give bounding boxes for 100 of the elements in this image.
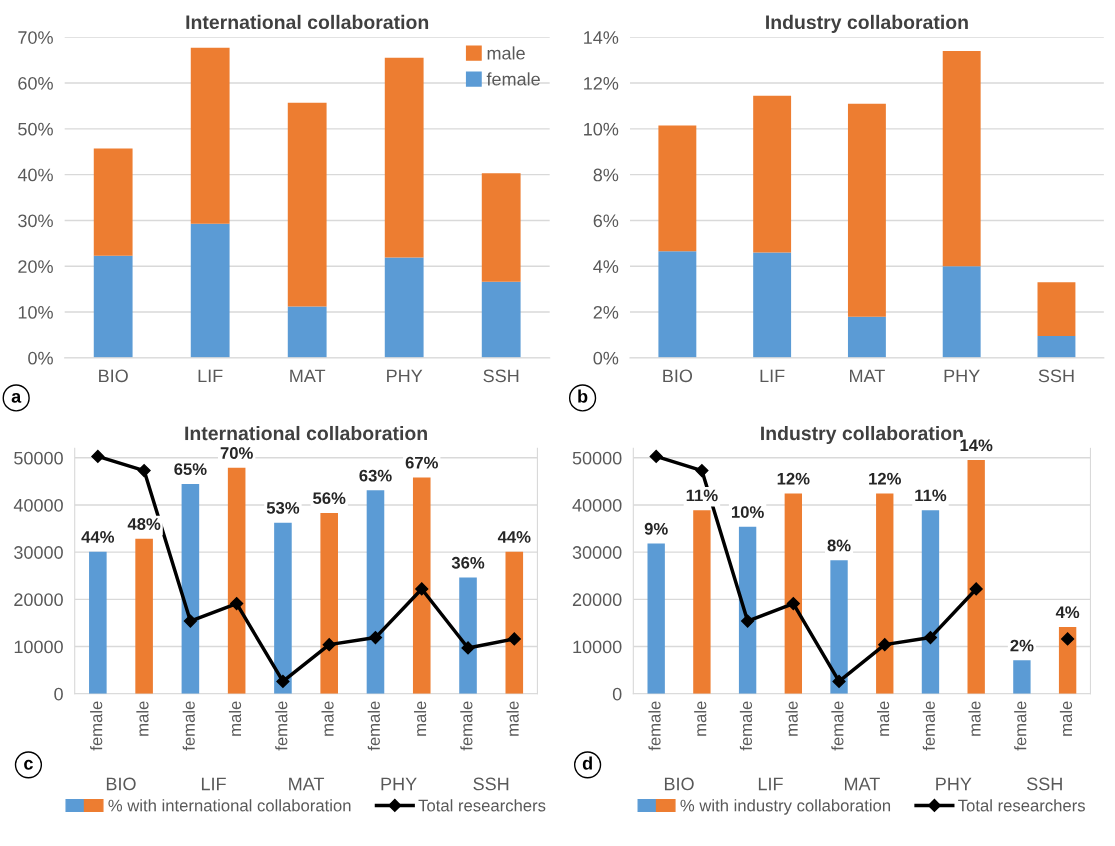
point <box>832 674 846 689</box>
y-tick-label: 60% <box>18 76 53 90</box>
bar <box>366 490 385 694</box>
bar <box>190 47 230 224</box>
y-tick-label: 0% <box>28 351 53 365</box>
data-label: 11% <box>915 489 947 502</box>
y-tick-label: 50% <box>18 122 53 136</box>
point <box>91 449 105 463</box>
x-tick-label: male <box>1059 701 1073 736</box>
text: PHY <box>936 777 972 791</box>
text: SSH <box>473 777 509 791</box>
bar <box>921 510 940 694</box>
bar <box>942 50 981 267</box>
legend-label: Total researchers <box>958 799 1085 812</box>
data-label: 44% <box>497 531 531 543</box>
x-tick-label: female <box>460 701 473 751</box>
text: BIO <box>106 777 136 791</box>
y-tick-label: 4% <box>593 260 619 273</box>
bar <box>1058 626 1077 694</box>
legend-label: % with international collaboration <box>108 799 351 812</box>
bar <box>287 306 327 358</box>
point <box>183 614 197 628</box>
point <box>461 641 475 655</box>
x-tick-label: male <box>968 701 981 736</box>
text: LIF <box>201 777 226 791</box>
text: PHY <box>381 777 417 791</box>
x-tick-label: male <box>506 701 519 736</box>
x-tick-label: SSH <box>483 369 519 383</box>
y-tick-label: 50000 <box>572 451 622 465</box>
legend-label: Total researchers <box>418 799 546 812</box>
legend-label: % with industry collaboration <box>680 799 891 815</box>
x-tick-label: BIO <box>99 369 128 383</box>
bar <box>658 251 697 358</box>
bar <box>412 477 431 694</box>
y-tick-label: 0% <box>593 351 619 365</box>
y-tick-label: 6% <box>593 214 619 228</box>
text: a <box>11 392 22 403</box>
bar <box>658 125 697 252</box>
y-tick-label: 2% <box>593 305 619 319</box>
y-tick-label: 10000 <box>14 640 63 654</box>
bar <box>89 551 107 694</box>
y-tick-label: 0 <box>54 687 63 701</box>
x-tick-label: female <box>90 701 103 751</box>
y-tick-label: 14% <box>584 31 619 44</box>
bar <box>287 102 327 307</box>
y-tick-label: 10% <box>18 305 53 319</box>
point <box>741 614 755 628</box>
x-tick-label: male <box>136 701 149 736</box>
x-tick-label: female <box>739 701 753 751</box>
x-tick-label: male <box>876 701 890 736</box>
bar <box>505 551 524 694</box>
bar <box>135 538 153 694</box>
point <box>923 630 938 645</box>
y-tick-label: 20000 <box>14 593 63 607</box>
point <box>695 463 709 478</box>
x-tick-label: LIF <box>198 369 223 383</box>
x-tick-label: BIO <box>663 369 693 383</box>
text: SSH <box>1027 777 1062 791</box>
bar <box>1037 282 1076 337</box>
bar <box>693 510 711 694</box>
bar <box>847 316 886 358</box>
legend-label: female <box>486 72 540 86</box>
data-label: 48% <box>127 518 161 530</box>
data-label: 14% <box>960 439 993 452</box>
bar <box>738 526 757 694</box>
chart-title: International collaboration <box>185 425 427 441</box>
data-label: 44% <box>81 531 115 543</box>
text: BIO <box>664 777 694 791</box>
y-tick-label: 10% <box>584 122 619 136</box>
data-label: 12% <box>869 472 901 485</box>
bar <box>1037 336 1076 358</box>
bar <box>384 257 424 358</box>
bar <box>481 281 521 358</box>
legend-label: male <box>487 46 525 60</box>
y-tick-label: 30% <box>18 214 53 228</box>
bar <box>753 252 792 358</box>
data-label: 65% <box>174 463 207 476</box>
bar <box>847 103 886 317</box>
x-tick-label: male <box>413 701 427 736</box>
bar <box>830 560 848 694</box>
bar <box>942 266 981 358</box>
data-label: 11% <box>686 489 718 502</box>
data-label: 56% <box>313 492 346 505</box>
bar <box>876 493 894 694</box>
point <box>322 638 336 652</box>
x-tick-label: male <box>785 701 798 736</box>
point <box>969 582 983 596</box>
x-tick-label: SSH <box>1038 369 1074 383</box>
x-tick-label: MAT <box>290 369 326 383</box>
bar <box>1013 660 1031 694</box>
chart-title: Industry collaboration <box>766 14 968 33</box>
y-tick-label: 40000 <box>13 498 63 512</box>
x-tick-label: female <box>182 701 195 751</box>
text: MAT <box>844 777 880 791</box>
chart-title: International collaboration <box>186 14 429 30</box>
bar <box>274 522 292 694</box>
bar <box>784 493 803 694</box>
y-tick-label: 40000 <box>572 498 622 512</box>
x-tick-label: LIF <box>760 369 785 383</box>
bar <box>181 483 200 694</box>
